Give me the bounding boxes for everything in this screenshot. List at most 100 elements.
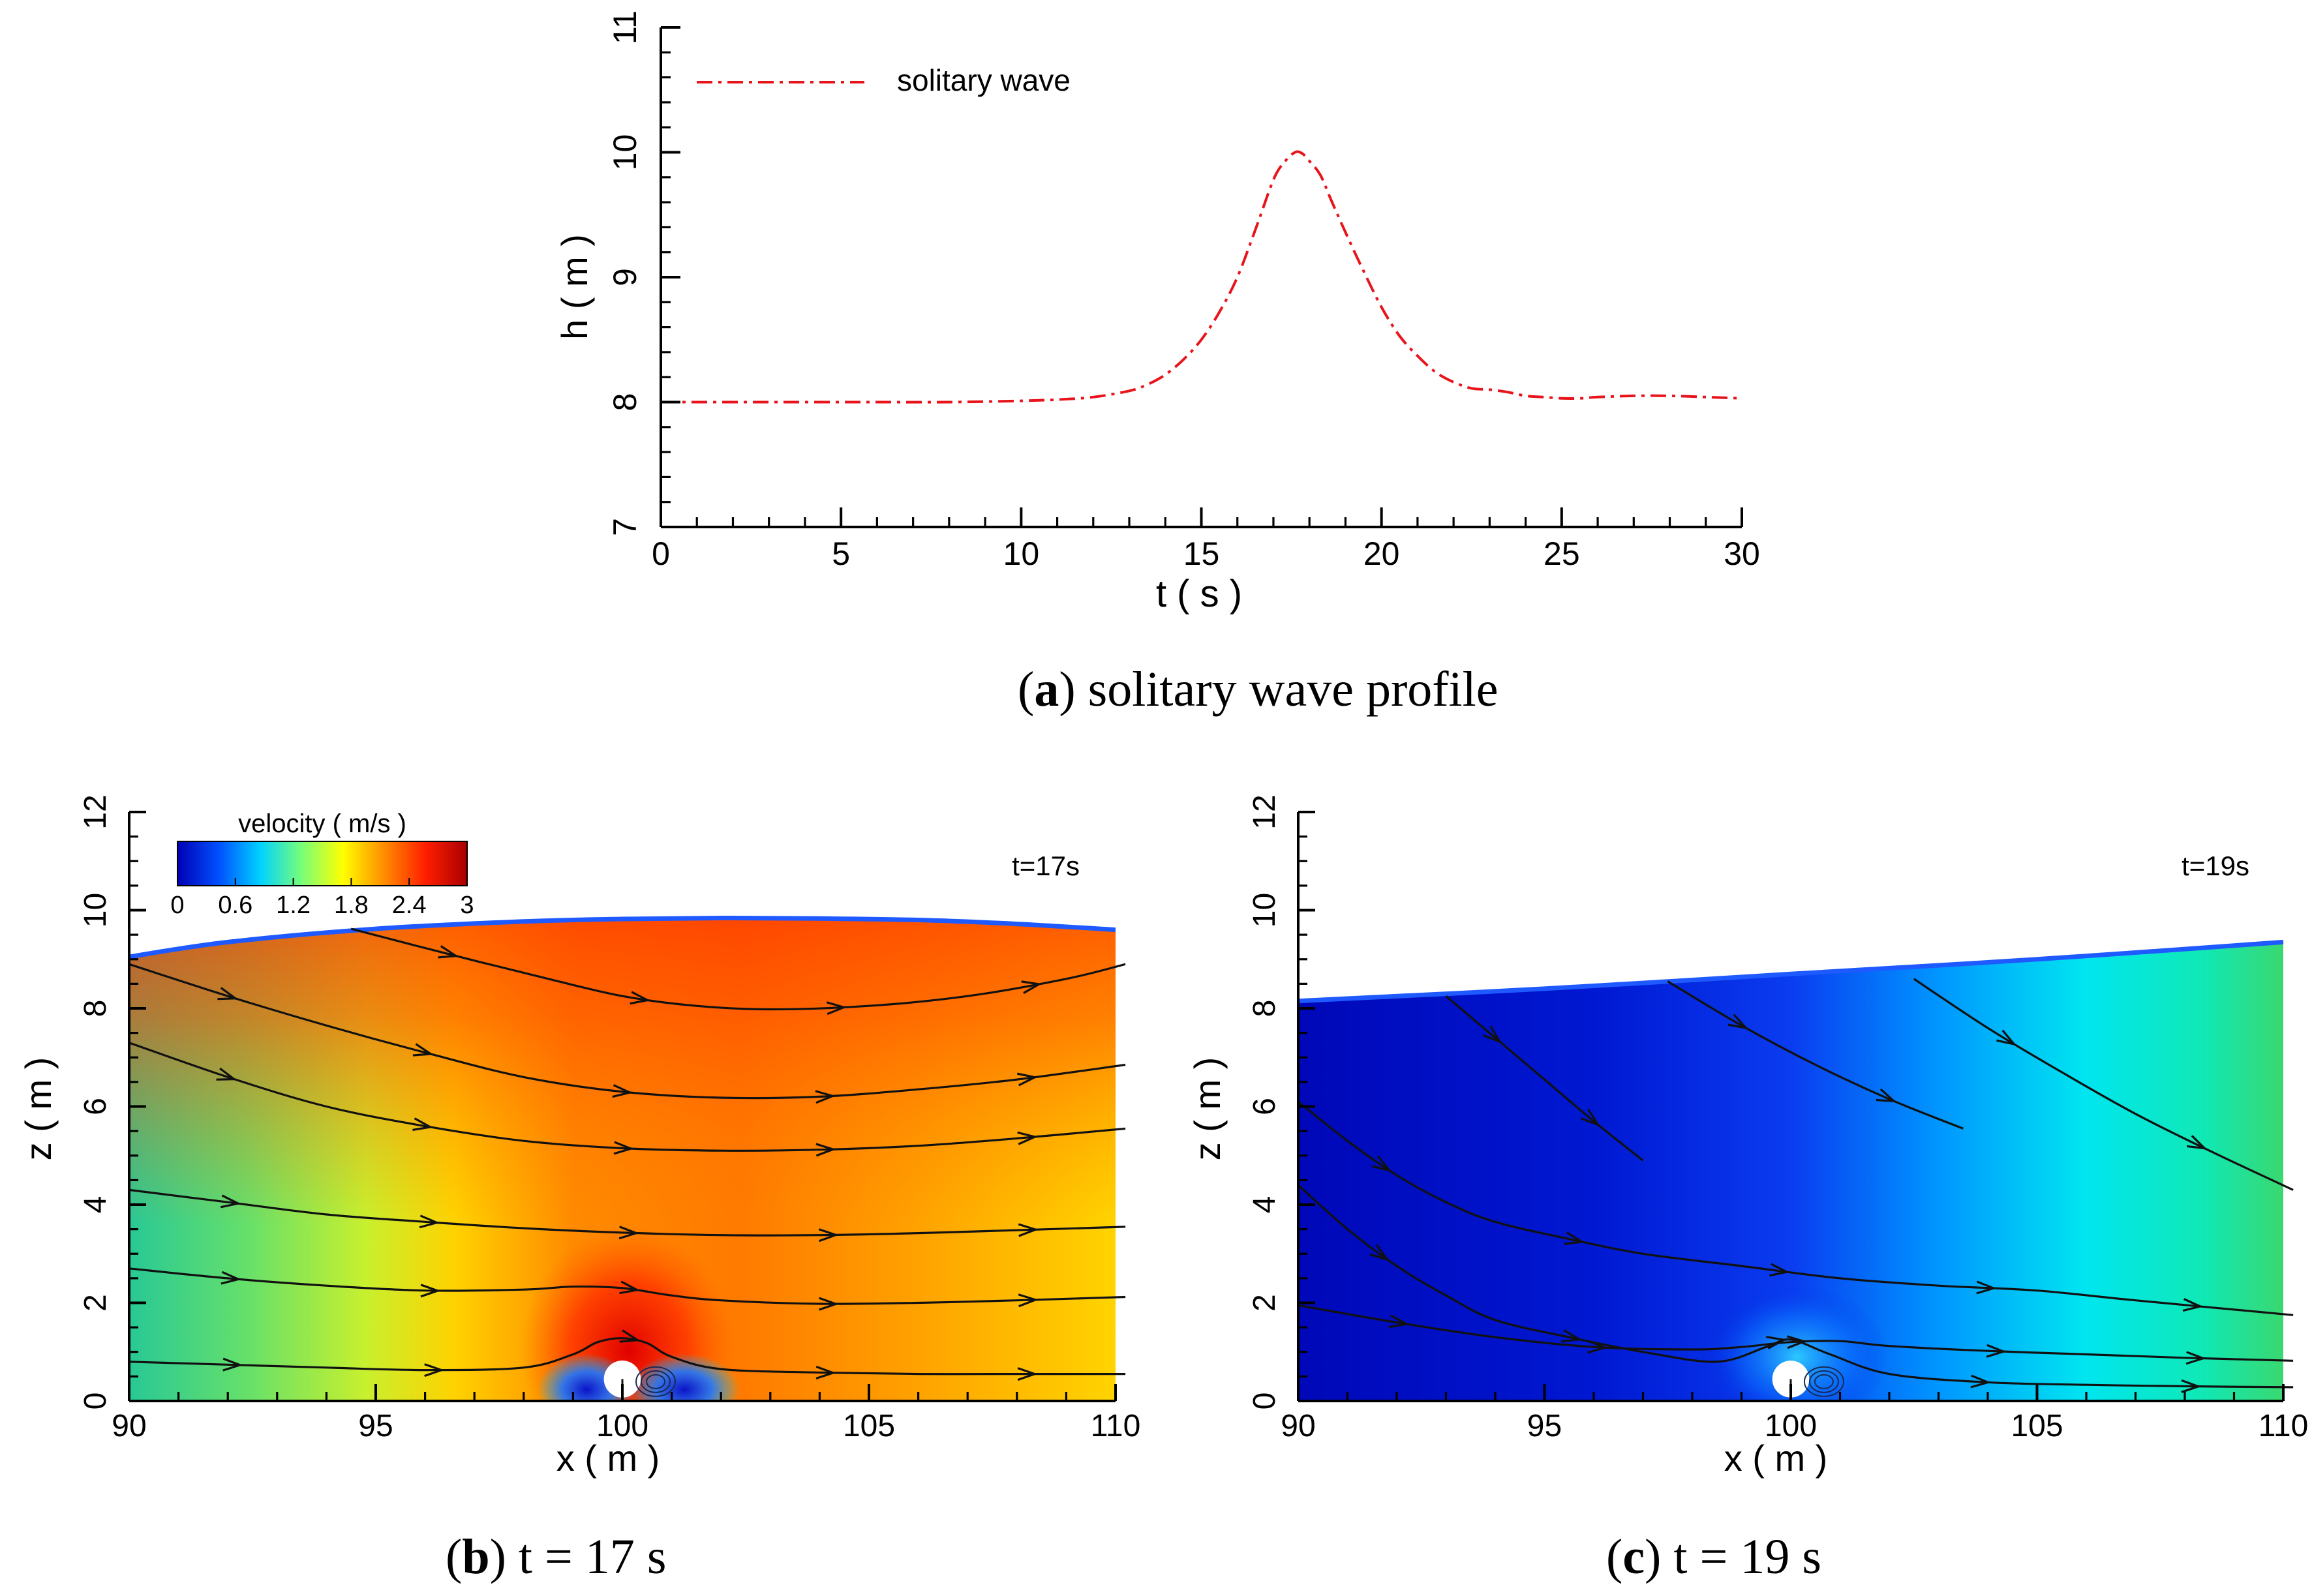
panel-b-x-axis-label: x ( m ) (556, 1438, 660, 1479)
panel-b-axes: 90 95 100 105 110 0 2 4 6 8 10 12 (78, 794, 1140, 1443)
streamline-arrow (815, 1090, 834, 1104)
y-tick-label: 2 (1247, 1294, 1282, 1312)
y-tick-label: 11 (607, 10, 643, 44)
panel-c-y-axis-label: z ( m ) (1187, 1057, 1228, 1161)
colorbar-title: velocity ( m/s ) (238, 809, 406, 838)
streamline-arrow (424, 1363, 442, 1378)
streamline-arrow (826, 1001, 845, 1016)
streamline-arrow (220, 1194, 239, 1209)
y-tick-label: 12 (1247, 794, 1282, 829)
panel-b-velocity-field: 90 95 100 105 110 0 2 4 6 8 10 12 velocity ( m/s ) 0… (18, 794, 1140, 1584)
x-tick-label: 105 (2011, 1409, 2063, 1443)
x-tick-label: 100 (1765, 1409, 1817, 1443)
streamline-arrow (420, 1284, 438, 1298)
panel-c-plot-area (1297, 939, 2294, 1401)
panel-c-velocity-field: 90 95 100 105 110 0 2 4 6 8 10 12 t=19s x ( m ) z (… (1187, 794, 2308, 1584)
colorbar-tick-label: 2.4 (392, 892, 427, 919)
streamline-arrow (1482, 1025, 1501, 1043)
x-tick-label: 5 (832, 535, 850, 572)
streamline (1445, 995, 1644, 1162)
panel-c-caption: (c) t = 19 s (1606, 1529, 1821, 1584)
wake-vortex (646, 1374, 666, 1389)
velocity-field (1298, 942, 2283, 1401)
x-tick-label: 95 (1527, 1409, 1562, 1443)
free-surface (1298, 939, 2284, 1004)
velocity-colorbar: velocity ( m/s ) 0 0.6 1.2 1.8 2.4 3 (170, 809, 474, 919)
streamline-arrow (1021, 980, 1040, 994)
x-tick-label: 30 (1724, 535, 1760, 572)
wake-vortex (635, 1366, 677, 1397)
streamline (350, 927, 1126, 1011)
y-tick-label: 6 (78, 1098, 113, 1115)
streamline-arrow (412, 1117, 431, 1132)
streamline-arrow (1017, 1131, 1035, 1145)
y-tick-label: 8 (1247, 1000, 1282, 1017)
streamline-arrow (222, 1357, 241, 1372)
streamline-arrow (630, 991, 648, 1005)
streamline-arrow (412, 1043, 432, 1057)
streamlines (129, 927, 1126, 1381)
x-tick-label: 90 (1281, 1409, 1315, 1443)
streamline-arrow (1580, 1108, 1599, 1126)
streamline-arrow (1769, 1263, 1788, 1277)
colorbar-tick-label: 0 (170, 892, 184, 919)
x-tick-label: 25 (1544, 535, 1580, 572)
y-tick-label: 8 (607, 393, 643, 412)
y-tick-label: 10 (607, 134, 643, 171)
streamline-arrow (818, 1228, 836, 1242)
y-tick-label: 2 (78, 1294, 113, 1312)
wake-vortex (1808, 1370, 1839, 1393)
streamline-arrow (2186, 1135, 2206, 1150)
x-tick-label: 100 (596, 1409, 648, 1443)
streamline-arrow (2182, 1298, 2201, 1312)
legend-label: solitary wave (897, 63, 1071, 97)
x-tick-label: 90 (112, 1409, 146, 1443)
y-tick-label: 4 (1247, 1196, 1282, 1214)
y-tick-label: 6 (1247, 1098, 1282, 1115)
colorbar-tick-label: 1.8 (334, 892, 369, 919)
colorbar-bar (177, 841, 468, 886)
x-tick-label: 0 (652, 535, 670, 572)
field-hotspot (1706, 1285, 1889, 1401)
streamline (129, 1267, 1126, 1305)
y-tick-label: 10 (1247, 893, 1282, 927)
streamline (129, 963, 1126, 1100)
streamline-arrow (1765, 1336, 1785, 1349)
panel-a-axes: 0 5 10 15 20 25 30 7 8 9 10 11 (607, 10, 1760, 572)
streamline-arrow (1727, 1014, 1747, 1029)
streamline (1667, 980, 1964, 1130)
streamline-arrow (2181, 1379, 2199, 1393)
streamline-arrow (1970, 1374, 1988, 1389)
x-tick-label: 10 (1003, 535, 1040, 572)
x-tick-label: 15 (1183, 535, 1220, 572)
streamline-arrow (1369, 1244, 1388, 1261)
streamline-arrow (1976, 1280, 1994, 1295)
streamline-arrow (1876, 1088, 1895, 1102)
panel-a-y-axis-label: h ( m ) (554, 234, 595, 340)
streamline-arrow (818, 1297, 837, 1311)
panel-a-caption: (a) solitary wave profile (1018, 662, 1498, 717)
streamline (129, 1188, 1126, 1237)
panel-a-x-axis-label: t ( s ) (1156, 573, 1242, 615)
y-tick-label: 8 (78, 1000, 113, 1017)
streamline-arrow (438, 945, 457, 959)
x-tick-label: 110 (1091, 1409, 1141, 1443)
colorbar-tick-label: 0.6 (218, 892, 252, 919)
streamline (129, 1337, 1126, 1376)
panel-a-line-chart: 0 5 10 15 20 25 30 7 8 9 10 11 solitary wave t ( s … (554, 10, 1760, 717)
panel-b-time-annotation: t=17s (1012, 851, 1080, 881)
x-tick-label: 20 (1363, 535, 1400, 572)
streamline (1297, 1184, 2294, 1389)
streamline-arrow (1986, 1344, 2004, 1358)
panel-c-axes: 90 95 100 105 110 0 2 4 6 8 10 12 (1247, 794, 2308, 1443)
streamline-arrow (221, 1271, 239, 1285)
streamline-arrow (419, 1214, 438, 1229)
streamline (1298, 1304, 2294, 1362)
wake-vortex (641, 1370, 671, 1393)
colorbar-tick-label: 1.2 (276, 892, 311, 919)
field-hotspot (521, 1226, 737, 1401)
streamline-arrow (1018, 1293, 1036, 1308)
streamline-arrow (1564, 1231, 1583, 1245)
y-tick-label: 7 (607, 518, 643, 536)
streamline-arrow (618, 1226, 637, 1240)
